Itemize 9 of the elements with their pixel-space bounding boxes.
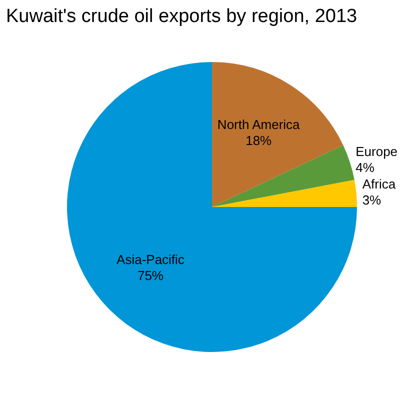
data-label: 18% xyxy=(246,133,272,148)
data-label: 3% xyxy=(362,192,382,208)
chart-title: Kuwait's crude oil exports by region, 2013 xyxy=(6,6,358,28)
slice-label: North America xyxy=(217,117,301,132)
data-label: 75% xyxy=(137,268,164,284)
data-label: 4% xyxy=(356,160,375,175)
slice-label: Africa xyxy=(362,176,396,192)
slice-label: Asia-Pacific xyxy=(116,252,185,268)
slice-label: Europe xyxy=(356,144,398,159)
